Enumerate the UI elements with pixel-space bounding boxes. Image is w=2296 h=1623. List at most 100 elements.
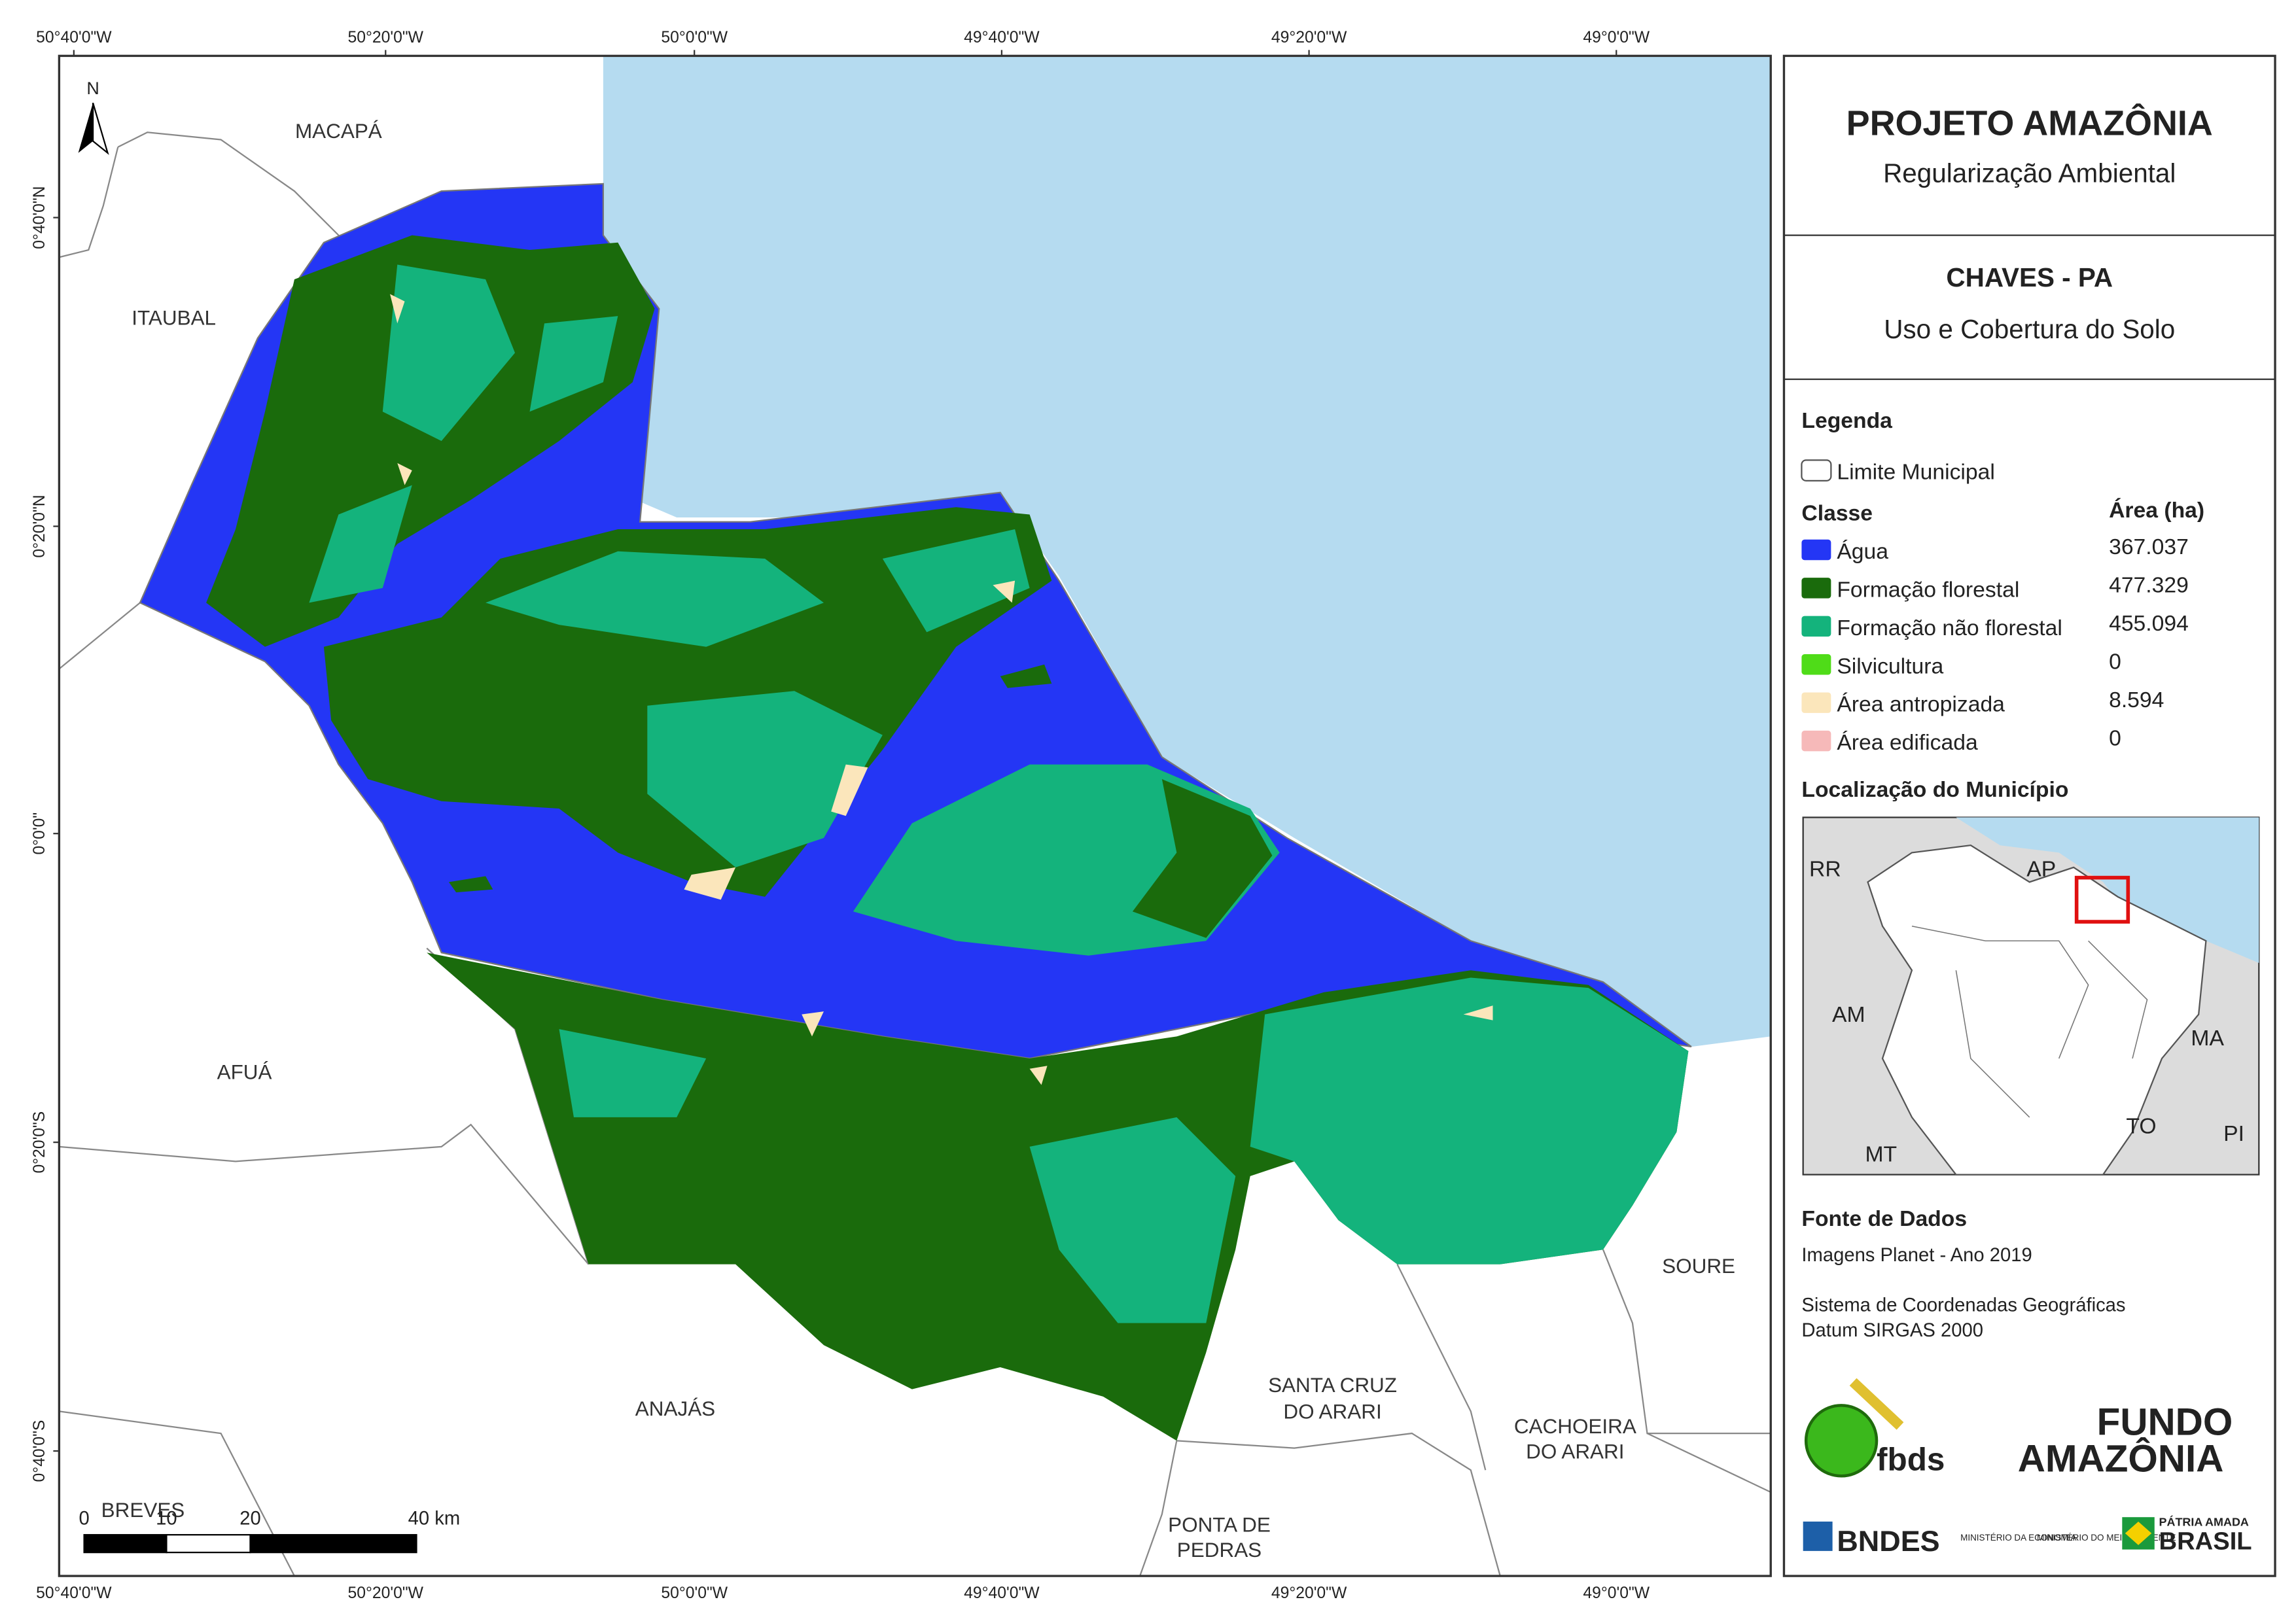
x-coord-label: 49°40'0"W [964, 1584, 1040, 1602]
boundary [59, 147, 119, 258]
logo-text: FUNDO [2097, 1401, 2233, 1443]
panel-subtitle: Regularização Ambiental [1883, 158, 2176, 188]
brasil-diamond [2125, 1521, 2152, 1545]
legend-area: 477.329 [2109, 573, 2189, 598]
place-label: ITAUBAL [132, 307, 216, 330]
locator-heading: Localização do Município [1801, 777, 2068, 802]
y-coord-label: 0°20'0"N [31, 495, 48, 557]
locator-label: PI [2223, 1121, 2244, 1146]
logos: fbds FUNDO AMAZÔNIA BNDES MINISTÉRIO DA … [1803, 1378, 2252, 1558]
y-coord-label: 0°0'0" [31, 812, 48, 855]
place-label: PONTA DE [1168, 1514, 1271, 1537]
legend-area: 8.594 [2109, 688, 2164, 712]
legend-area: 0 [2109, 650, 2121, 674]
x-coord-label: 50°20'0"W [348, 1584, 424, 1602]
y-coord-label: 0°40'0"N [31, 186, 48, 249]
scale-label: 10 [156, 1508, 177, 1529]
place-label: MACAPÁ [295, 120, 382, 143]
x-coord-label: 50°0'0"W [661, 29, 728, 46]
locator-municipalities [1911, 926, 2148, 1118]
legend-swatch [1801, 692, 1831, 713]
boundary [59, 1410, 295, 1577]
theme: Uso e Cobertura do Solo [1884, 314, 2175, 344]
place-label: DO ARARI [1526, 1440, 1624, 1463]
place-label: AFUÁ [217, 1061, 272, 1084]
legend-swatch [1801, 616, 1831, 637]
x-coord-label: 50°0'0"W [661, 1584, 728, 1602]
coordinate-labels: 50°40'0"W 50°40'0"W 50°20'0"W 50°20'0"W 50°0… [31, 29, 1650, 1602]
legend-label: Área edificada [1837, 730, 1978, 755]
logo-text: AMAZÔNIA [2018, 1437, 2224, 1480]
legend-area: 455.094 [2109, 611, 2189, 636]
locator-label: MA [2191, 1026, 2224, 1051]
locator-label: TO [2126, 1114, 2156, 1139]
ocean [603, 56, 1771, 1047]
boundary [1602, 1249, 1771, 1435]
place-label: CACHOEIRA [1514, 1415, 1636, 1438]
class-header: Classe [1801, 501, 1873, 526]
locator-label: AP [2026, 856, 2056, 881]
legend-swatch [1801, 578, 1831, 599]
scale-segment [249, 1534, 417, 1554]
boundary [1139, 1440, 1178, 1577]
scale-bar: 0 10 20 40 km [79, 1508, 460, 1554]
x-coord-label: 49°0'0"W [1583, 1584, 1650, 1602]
area-header: Área (ha) [2109, 498, 2204, 523]
fbds-stroke [1849, 1378, 1904, 1430]
source-line: Datum SIRGAS 2000 [1801, 1320, 1983, 1341]
legend-label: Área antropizada [1837, 692, 2005, 717]
scale-segment [83, 1534, 168, 1554]
logo-text: MINISTÉRIO DO MEIO AMBIENTE [2037, 1533, 2176, 1543]
legend-area: 367.037 [2109, 534, 2189, 559]
boundary [1646, 1433, 1771, 1493]
legend-area: 0 [2109, 725, 2121, 750]
legend-heading: Legenda [1801, 408, 1892, 433]
logo-text: PÁTRIA AMADA [2159, 1515, 2249, 1529]
place-label: SANTA CRUZ [1268, 1374, 1397, 1397]
map-frame [58, 54, 1772, 1577]
boundary [1396, 1264, 1487, 1471]
place-label: DO ARARI [1283, 1401, 1381, 1423]
place-label: BREVES [101, 1499, 185, 1522]
y-coord-label: 0°20'0"S [31, 1111, 48, 1174]
sources-heading: Fonte de Dados [1801, 1206, 1967, 1231]
legend-label: Limite Municipal [1837, 460, 1995, 485]
place-label: ANAJÁS [635, 1397, 715, 1420]
side-panel [1782, 54, 2276, 1577]
locator-map: RR AP AM MA TO MT PI [1802, 816, 2260, 1176]
scale-label: 20 [239, 1508, 260, 1529]
legend-label: Formação não florestal [1837, 616, 2062, 640]
logo-text: fbds [1877, 1441, 1945, 1477]
boundary [1176, 1432, 1501, 1577]
logo-text: BNDES [1837, 1524, 1939, 1558]
source-line: Sistema de Coordenadas Geográficas [1801, 1295, 2125, 1316]
bndes-icon [1803, 1521, 1833, 1551]
x-coord-label: 49°20'0"W [1271, 29, 1347, 46]
legend-swatch [1801, 730, 1831, 752]
x-coord-label: 50°40'0"W [36, 29, 112, 46]
scale-segment [166, 1534, 251, 1554]
legend-label: Água [1837, 539, 1888, 564]
logo-text: BRASIL [2159, 1527, 2252, 1556]
y-coord-label: 0°40'0"S [31, 1420, 48, 1482]
logo-text: MINISTÉRIO DA ECONOMIA [1960, 1533, 2076, 1543]
legend-swatch [1801, 654, 1831, 675]
nonforest-patch [309, 264, 618, 603]
legend-label: Formação florestal [1837, 577, 2019, 602]
legend-swatch [1801, 539, 1831, 561]
locator-label: RR [1809, 856, 1841, 881]
locator-label: AM [1832, 1002, 1865, 1027]
legend: Água 367.037 Formação florestal 477.329 Form… [1801, 534, 2189, 755]
forest-patch [1132, 779, 1273, 938]
para-state [1867, 845, 2207, 1176]
north-label: N [86, 79, 99, 98]
municipality: CHAVES - PA [1946, 262, 2113, 292]
locator-highlight [2074, 875, 2130, 924]
x-coord-label: 49°20'0"W [1271, 1584, 1347, 1602]
x-coord-label: 49°0'0"W [1583, 29, 1650, 46]
fbds-globe [1804, 1404, 1879, 1478]
nonforest-patch [486, 529, 1030, 867]
x-coord-label: 50°20'0"W [348, 29, 424, 46]
